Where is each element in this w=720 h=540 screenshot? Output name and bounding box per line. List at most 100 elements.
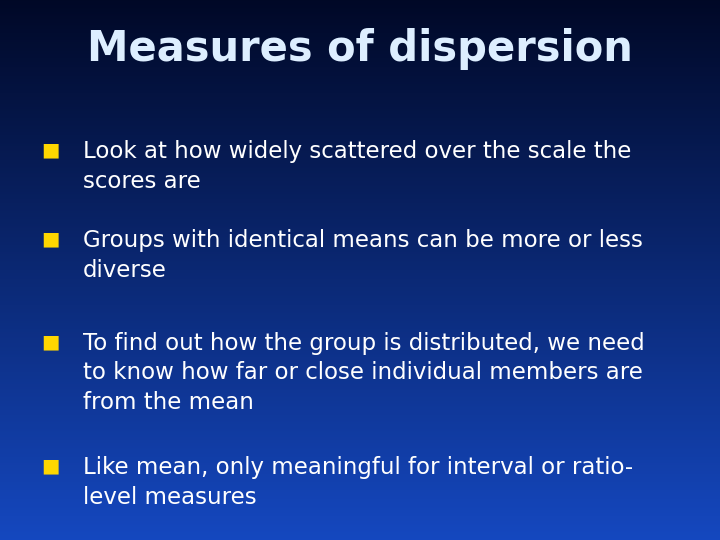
Bar (0, 433, 720, 434)
Bar (0, 489, 720, 490)
Bar (0, 421, 720, 422)
Bar (0, 96, 720, 97)
Bar (0, 251, 720, 252)
Bar (0, 399, 720, 400)
Bar (0, 42, 720, 43)
Bar (0, 496, 720, 497)
Bar (0, 117, 720, 118)
Bar (0, 9, 720, 10)
Bar (0, 477, 720, 478)
Bar (0, 330, 720, 332)
Bar (0, 194, 720, 195)
Bar (0, 261, 720, 262)
Bar (0, 84, 720, 85)
Bar (0, 248, 720, 249)
Bar (0, 156, 720, 157)
Bar (0, 428, 720, 429)
Bar (0, 44, 720, 45)
Bar (0, 319, 720, 320)
Bar (0, 415, 720, 416)
Bar (0, 500, 720, 501)
Bar (0, 31, 720, 32)
Bar (0, 279, 720, 280)
Bar (0, 253, 720, 254)
Bar (0, 473, 720, 474)
Bar (0, 58, 720, 59)
Bar (0, 134, 720, 135)
Bar (0, 381, 720, 382)
Bar (0, 265, 720, 266)
Bar (0, 116, 720, 117)
Bar (0, 457, 720, 458)
Bar (0, 200, 720, 201)
Bar (0, 103, 720, 104)
Bar (0, 284, 720, 285)
Bar (0, 177, 720, 178)
Bar (0, 62, 720, 63)
Bar (0, 111, 720, 112)
Bar (0, 107, 720, 108)
Bar (0, 485, 720, 486)
Bar (0, 213, 720, 214)
Bar (0, 523, 720, 524)
Bar (0, 343, 720, 345)
Text: Groups with identical means can be more or less
diverse: Groups with identical means can be more … (83, 230, 643, 282)
Bar (0, 538, 720, 539)
Bar (0, 152, 720, 153)
Bar (0, 513, 720, 514)
Bar (0, 394, 720, 395)
Bar (0, 305, 720, 306)
Bar (0, 185, 720, 186)
Bar (0, 285, 720, 286)
Bar (0, 300, 720, 301)
Bar (0, 292, 720, 293)
Bar (0, 517, 720, 518)
Bar (0, 294, 720, 295)
Bar (0, 370, 720, 372)
Bar (0, 73, 720, 75)
Bar (0, 465, 720, 467)
Bar (0, 468, 720, 469)
Bar (0, 183, 720, 184)
Bar (0, 190, 720, 191)
Text: Measures of dispersion: Measures of dispersion (87, 28, 633, 70)
Bar (0, 129, 720, 130)
Bar (0, 247, 720, 248)
Bar (0, 178, 720, 179)
Bar (0, 271, 720, 272)
Bar (0, 203, 720, 204)
Bar (0, 173, 720, 174)
Bar (0, 50, 720, 51)
Bar (0, 483, 720, 484)
Bar (0, 108, 720, 109)
Bar (0, 391, 720, 392)
Bar (0, 60, 720, 62)
Bar (0, 437, 720, 438)
Bar (0, 256, 720, 257)
Bar (0, 529, 720, 530)
Bar (0, 321, 720, 322)
Bar (0, 206, 720, 207)
Bar (0, 346, 720, 347)
Bar (0, 102, 720, 103)
Bar (0, 157, 720, 158)
Bar (0, 402, 720, 403)
Bar (0, 93, 720, 94)
Bar (0, 99, 720, 100)
Text: Look at how widely scattered over the scale the
scores are: Look at how widely scattered over the sc… (83, 140, 631, 193)
Bar (0, 527, 720, 528)
Bar (0, 166, 720, 167)
Bar (0, 51, 720, 52)
Bar (0, 90, 720, 91)
Bar (0, 239, 720, 240)
Bar (0, 472, 720, 473)
Bar (0, 377, 720, 378)
Bar (0, 171, 720, 172)
Bar (0, 293, 720, 294)
Bar (0, 488, 720, 489)
Bar (0, 126, 720, 127)
Bar (0, 167, 720, 168)
Bar (0, 45, 720, 46)
Bar (0, 109, 720, 110)
Bar (0, 416, 720, 417)
